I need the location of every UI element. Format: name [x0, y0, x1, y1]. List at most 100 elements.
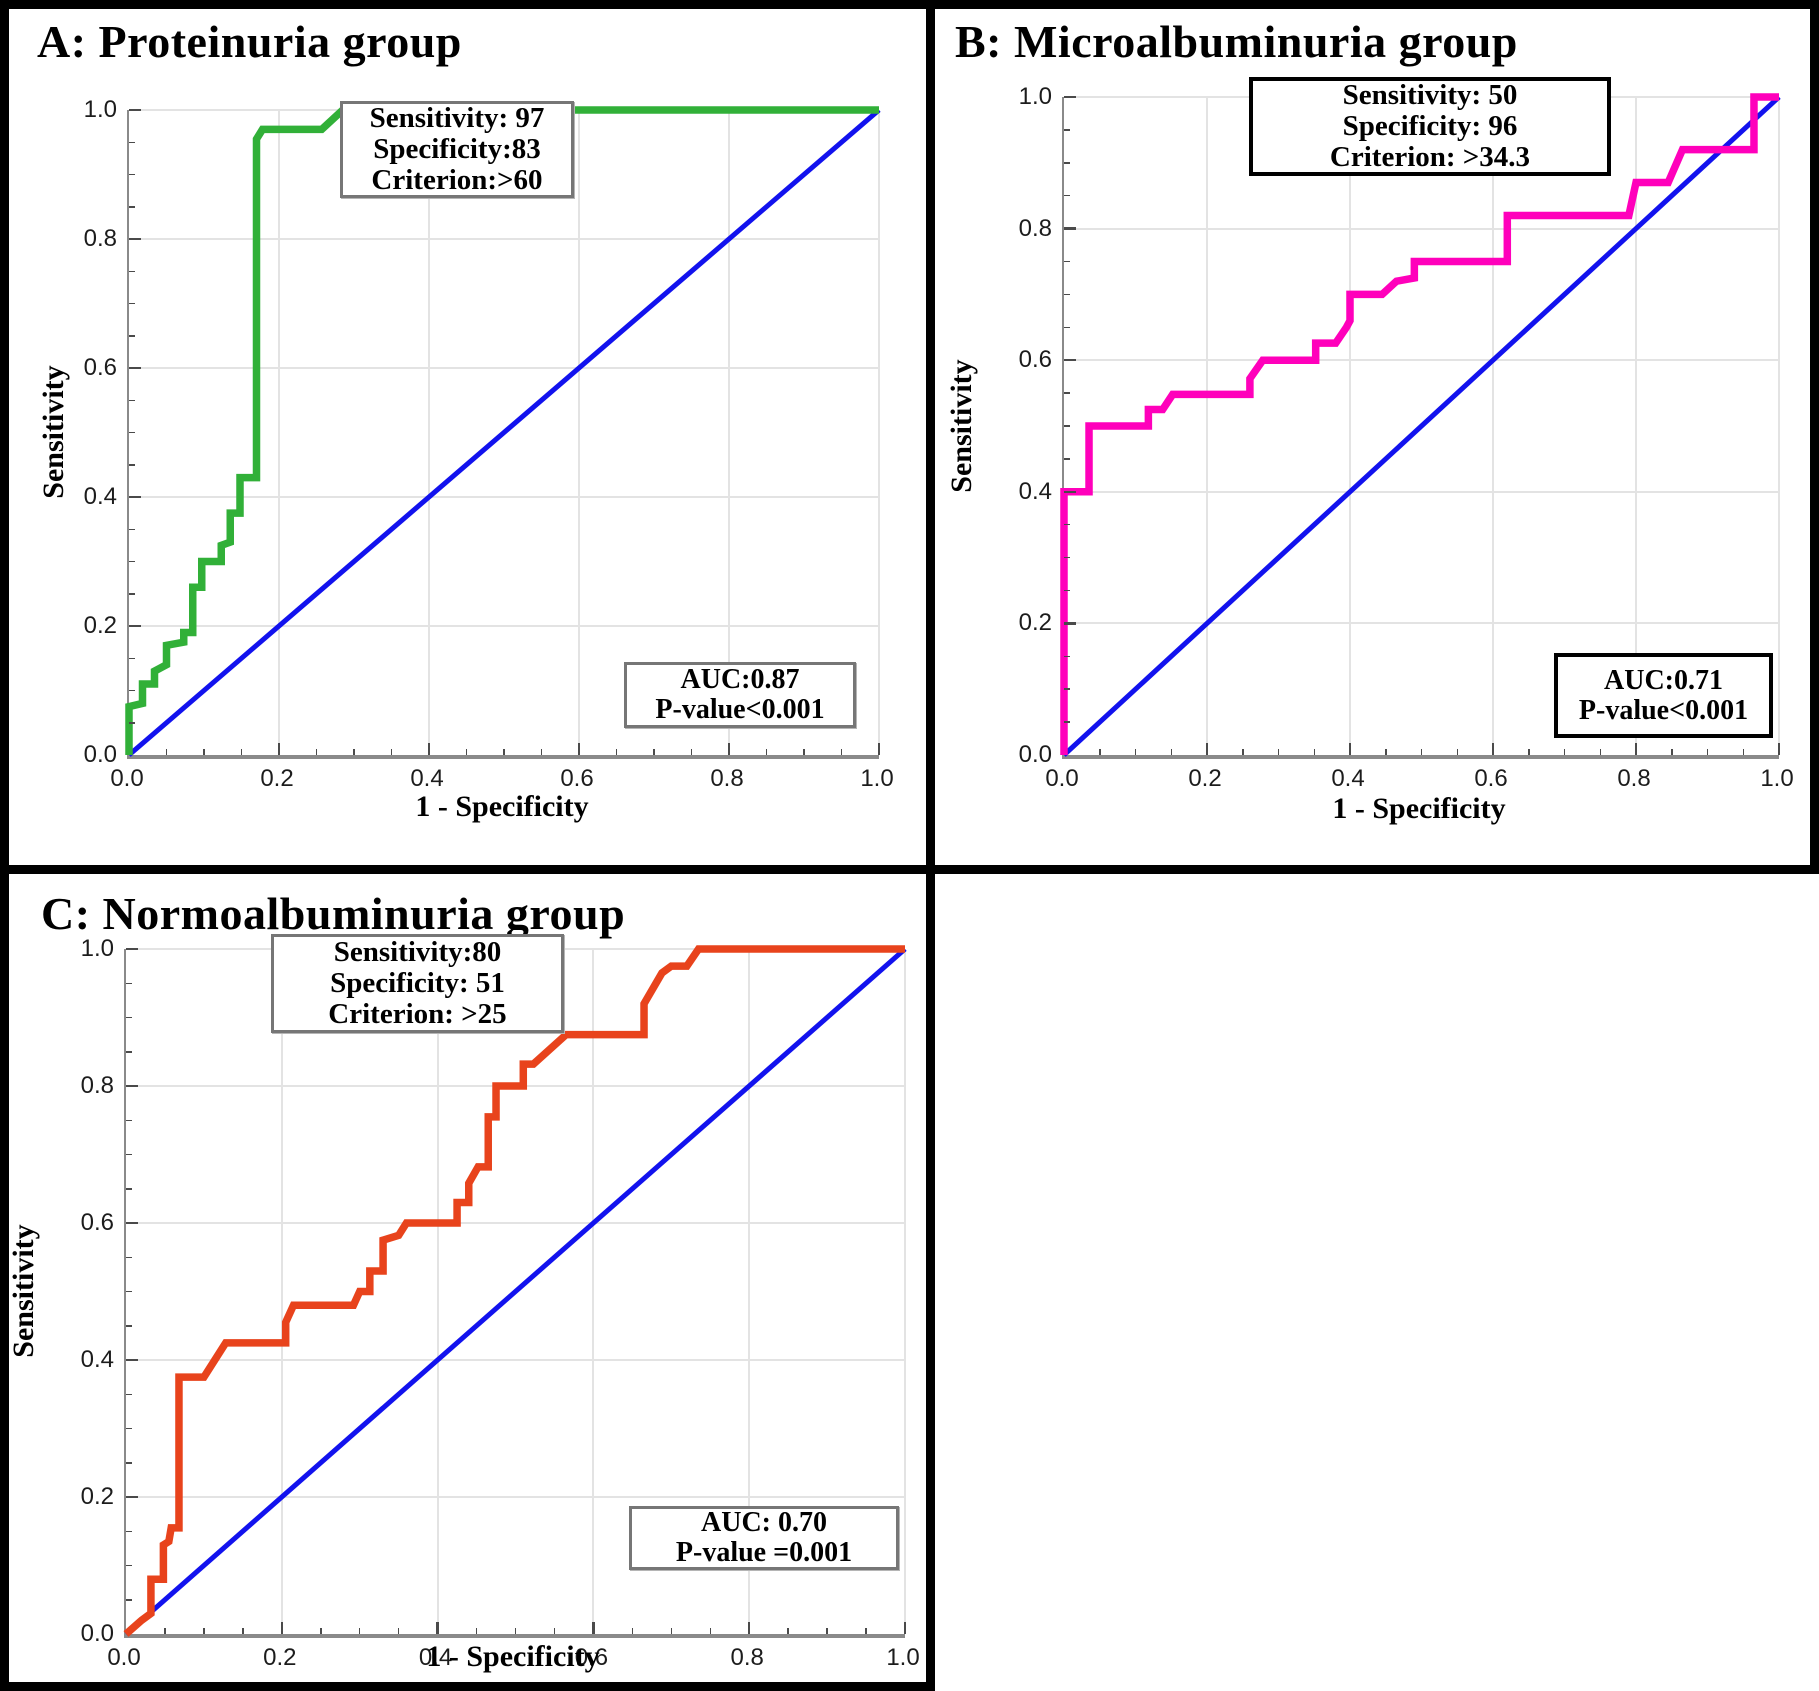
reference-diagonal-line: [1064, 97, 1779, 755]
y-axis-major-tick: [129, 366, 141, 370]
x-tick-label: 0.0: [1045, 765, 1079, 792]
criterion-line: Specificity: 96: [1342, 110, 1518, 142]
x-axis-minor-tick: [353, 749, 355, 755]
y-axis-minor-tick: [129, 593, 135, 595]
criterion-box: Sensitivity: 97 Specificity:83 Criterion:>…: [340, 101, 574, 198]
x-axis-minor-tick: [475, 1628, 478, 1634]
plot-gridline-vertical: [1635, 97, 1637, 755]
x-axis-minor-tick: [165, 749, 168, 755]
y-axis-major-tick: [129, 495, 141, 499]
plot-gridline-horizontal: [126, 1222, 905, 1224]
panel-title: C: Normoalbuminuria group: [41, 888, 626, 939]
panel-normoalbuminuria: C: Normoalbuminuria group 0.0 0.0 0.2 0.2 0.4…: [0, 865, 935, 1691]
x-tick-label: 0.4: [1331, 765, 1365, 792]
y-tick-label: 0.6: [83, 354, 117, 381]
y-tick-label: 0.0: [80, 1620, 114, 1647]
y-axis-minor-tick: [1064, 688, 1070, 690]
plot-gridline-vertical: [1349, 97, 1351, 755]
auc-box: AUC:0.71 P-value<0.001: [1554, 653, 1773, 738]
plot-gridline-vertical: [878, 110, 880, 755]
y-axis-minor-tick: [129, 689, 135, 692]
reference-diagonal-line: [129, 110, 879, 755]
x-axis-minor-tick: [1671, 749, 1673, 755]
plot-gridline-vertical: [1492, 97, 1494, 755]
x-axis-minor-tick: [503, 749, 505, 755]
criterion-line: Criterion: >25: [328, 998, 507, 1030]
x-axis-minor-tick: [553, 1628, 556, 1634]
y-axis-minor-tick: [126, 1325, 132, 1327]
y-axis-major-tick: [129, 108, 141, 112]
criterion-line: Criterion: >34.3: [1329, 141, 1531, 173]
x-axis-minor-tick: [540, 749, 543, 755]
x-tick-label: 0.8: [710, 765, 744, 792]
auc-box: AUC: 0.70 P-value =0.001: [629, 1506, 899, 1570]
y-axis-minor-tick: [1064, 194, 1070, 197]
plot-gridline-vertical: [278, 110, 280, 755]
y-tick-label: 0.4: [1018, 477, 1052, 505]
roc-curve-svg: [1064, 97, 1779, 755]
y-axis-minor-tick: [126, 1393, 132, 1395]
plot-gridline-horizontal: [1064, 622, 1779, 625]
x-tick-label: 0.6: [1474, 765, 1508, 792]
criterion-box: Sensitivity: 50 Specificity: 96 Criterion:…: [1249, 77, 1611, 176]
x-axis-minor-tick: [653, 749, 655, 755]
roc-curve: [126, 949, 905, 1634]
reference-diagonal-line: [126, 949, 905, 1634]
axis-title-x: 1 - Specificity: [426, 1640, 600, 1673]
y-axis-minor-tick: [126, 1427, 132, 1430]
y-axis-minor-tick: [126, 1462, 132, 1464]
x-axis-minor-tick: [865, 1628, 867, 1634]
auc-line: AUC:0.87: [680, 664, 800, 695]
x-axis-minor-tick: [1099, 749, 1101, 755]
y-axis-minor-tick: [126, 982, 132, 984]
auc-line: AUC:0.71: [1604, 664, 1723, 696]
plot-gridline-vertical: [1778, 97, 1780, 755]
x-axis-minor-tick: [1599, 749, 1601, 755]
x-tick-label: 1.0: [1760, 765, 1794, 792]
y-axis-minor-tick: [126, 1119, 132, 1121]
axis-title-x: 1 - Specificity: [415, 790, 589, 823]
y-axis-minor-tick: [129, 399, 135, 401]
x-axis-minor-tick: [1563, 749, 1566, 755]
x-axis-minor-tick: [840, 749, 843, 755]
y-tick-label: 1.0: [1018, 83, 1052, 110]
y-axis-minor-tick: [126, 1016, 132, 1019]
x-axis-minor-tick: [803, 749, 805, 755]
x-axis-minor-tick: [787, 1628, 789, 1634]
plot-gridline-vertical: [280, 949, 283, 1634]
y-axis-minor-tick: [126, 1599, 132, 1601]
criterion-line: Criterion:>60: [371, 164, 543, 196]
axis-title-y: Sensitivity: [945, 359, 978, 493]
x-axis-major-tick: [903, 1622, 907, 1634]
plot-gridline-vertical: [1206, 97, 1208, 755]
plot-gridline-vertical: [428, 110, 430, 755]
x-axis-minor-tick: [1385, 749, 1387, 755]
y-tick-label: 0.8: [80, 1072, 114, 1099]
x-axis-major-tick: [427, 743, 431, 755]
plot-gridline-vertical: [436, 949, 439, 1634]
panel-proteinuria: A: Proteinuria group 0.0 0.0 0.2 0.2 0.4 0.4 0.…: [0, 0, 935, 874]
x-axis-minor-tick: [765, 749, 768, 755]
x-axis-minor-tick: [358, 1628, 361, 1634]
roc-curve: [1064, 97, 1779, 755]
y-axis-minor-tick: [126, 1256, 132, 1258]
x-axis-major-tick: [1634, 743, 1638, 755]
x-axis-major-tick: [592, 1622, 595, 1634]
x-axis-minor-tick: [1528, 749, 1530, 755]
criterion-line: Sensitivity:80: [333, 936, 502, 968]
panel-title: A: Proteinuria group: [37, 16, 462, 67]
x-axis-minor-tick: [1706, 749, 1709, 755]
y-axis-minor-tick: [1064, 392, 1070, 394]
y-tick-label: 0.8: [83, 225, 117, 252]
y-axis-minor-tick: [1064, 721, 1070, 723]
criterion-box: Sensitivity:80 Specificity: 51 Criterion: …: [271, 934, 564, 1033]
y-axis-major-tick: [126, 1084, 138, 1088]
x-axis-minor-tick: [164, 1628, 166, 1634]
y-tick-label: 0.8: [1018, 214, 1052, 242]
x-axis-minor-tick: [1134, 749, 1137, 755]
roc-curve-svg: [129, 110, 879, 755]
plot-gridline-horizontal: [129, 625, 879, 627]
plot-gridline-horizontal: [129, 496, 879, 498]
x-tick-label: 0.2: [1188, 765, 1222, 792]
x-axis-major-tick: [747, 1622, 751, 1634]
